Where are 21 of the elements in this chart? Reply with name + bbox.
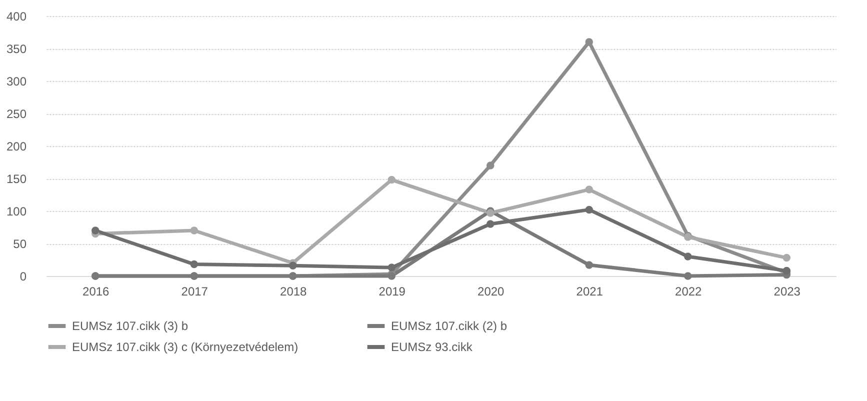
y-tick-label: 50 <box>13 237 27 251</box>
x-tick-label: 2016 <box>82 284 110 298</box>
x-tick-label: 2023 <box>774 284 801 298</box>
x-tick-label: 2022 <box>675 284 702 298</box>
x-tick-label: 2020 <box>478 284 505 298</box>
legend-label: EUMSz 107.cikk (3) b <box>72 319 188 333</box>
y-tick-label: 100 <box>6 204 27 218</box>
x-tick-label: 2017 <box>181 284 208 298</box>
legend-label: EUMSz 107.cikk (3) c (Környezetvédelem) <box>72 340 298 354</box>
y-tick-label: 200 <box>6 140 27 154</box>
y-tick-label: 350 <box>6 42 27 56</box>
y-tick-label: 250 <box>6 107 27 121</box>
y-tick-label: 300 <box>6 74 27 88</box>
y-tick-label: 400 <box>6 10 27 24</box>
x-tick-label: 2018 <box>280 284 308 298</box>
y-tick-label: 0 <box>20 270 27 284</box>
legend-label: EUMSz 107.cikk (2) b <box>391 319 508 333</box>
x-tick-label: 2019 <box>378 284 406 298</box>
x-tick-label: 2021 <box>576 284 604 298</box>
y-tick-label: 150 <box>6 172 27 186</box>
legend-label: EUMSz 93.cikk <box>391 340 474 354</box>
